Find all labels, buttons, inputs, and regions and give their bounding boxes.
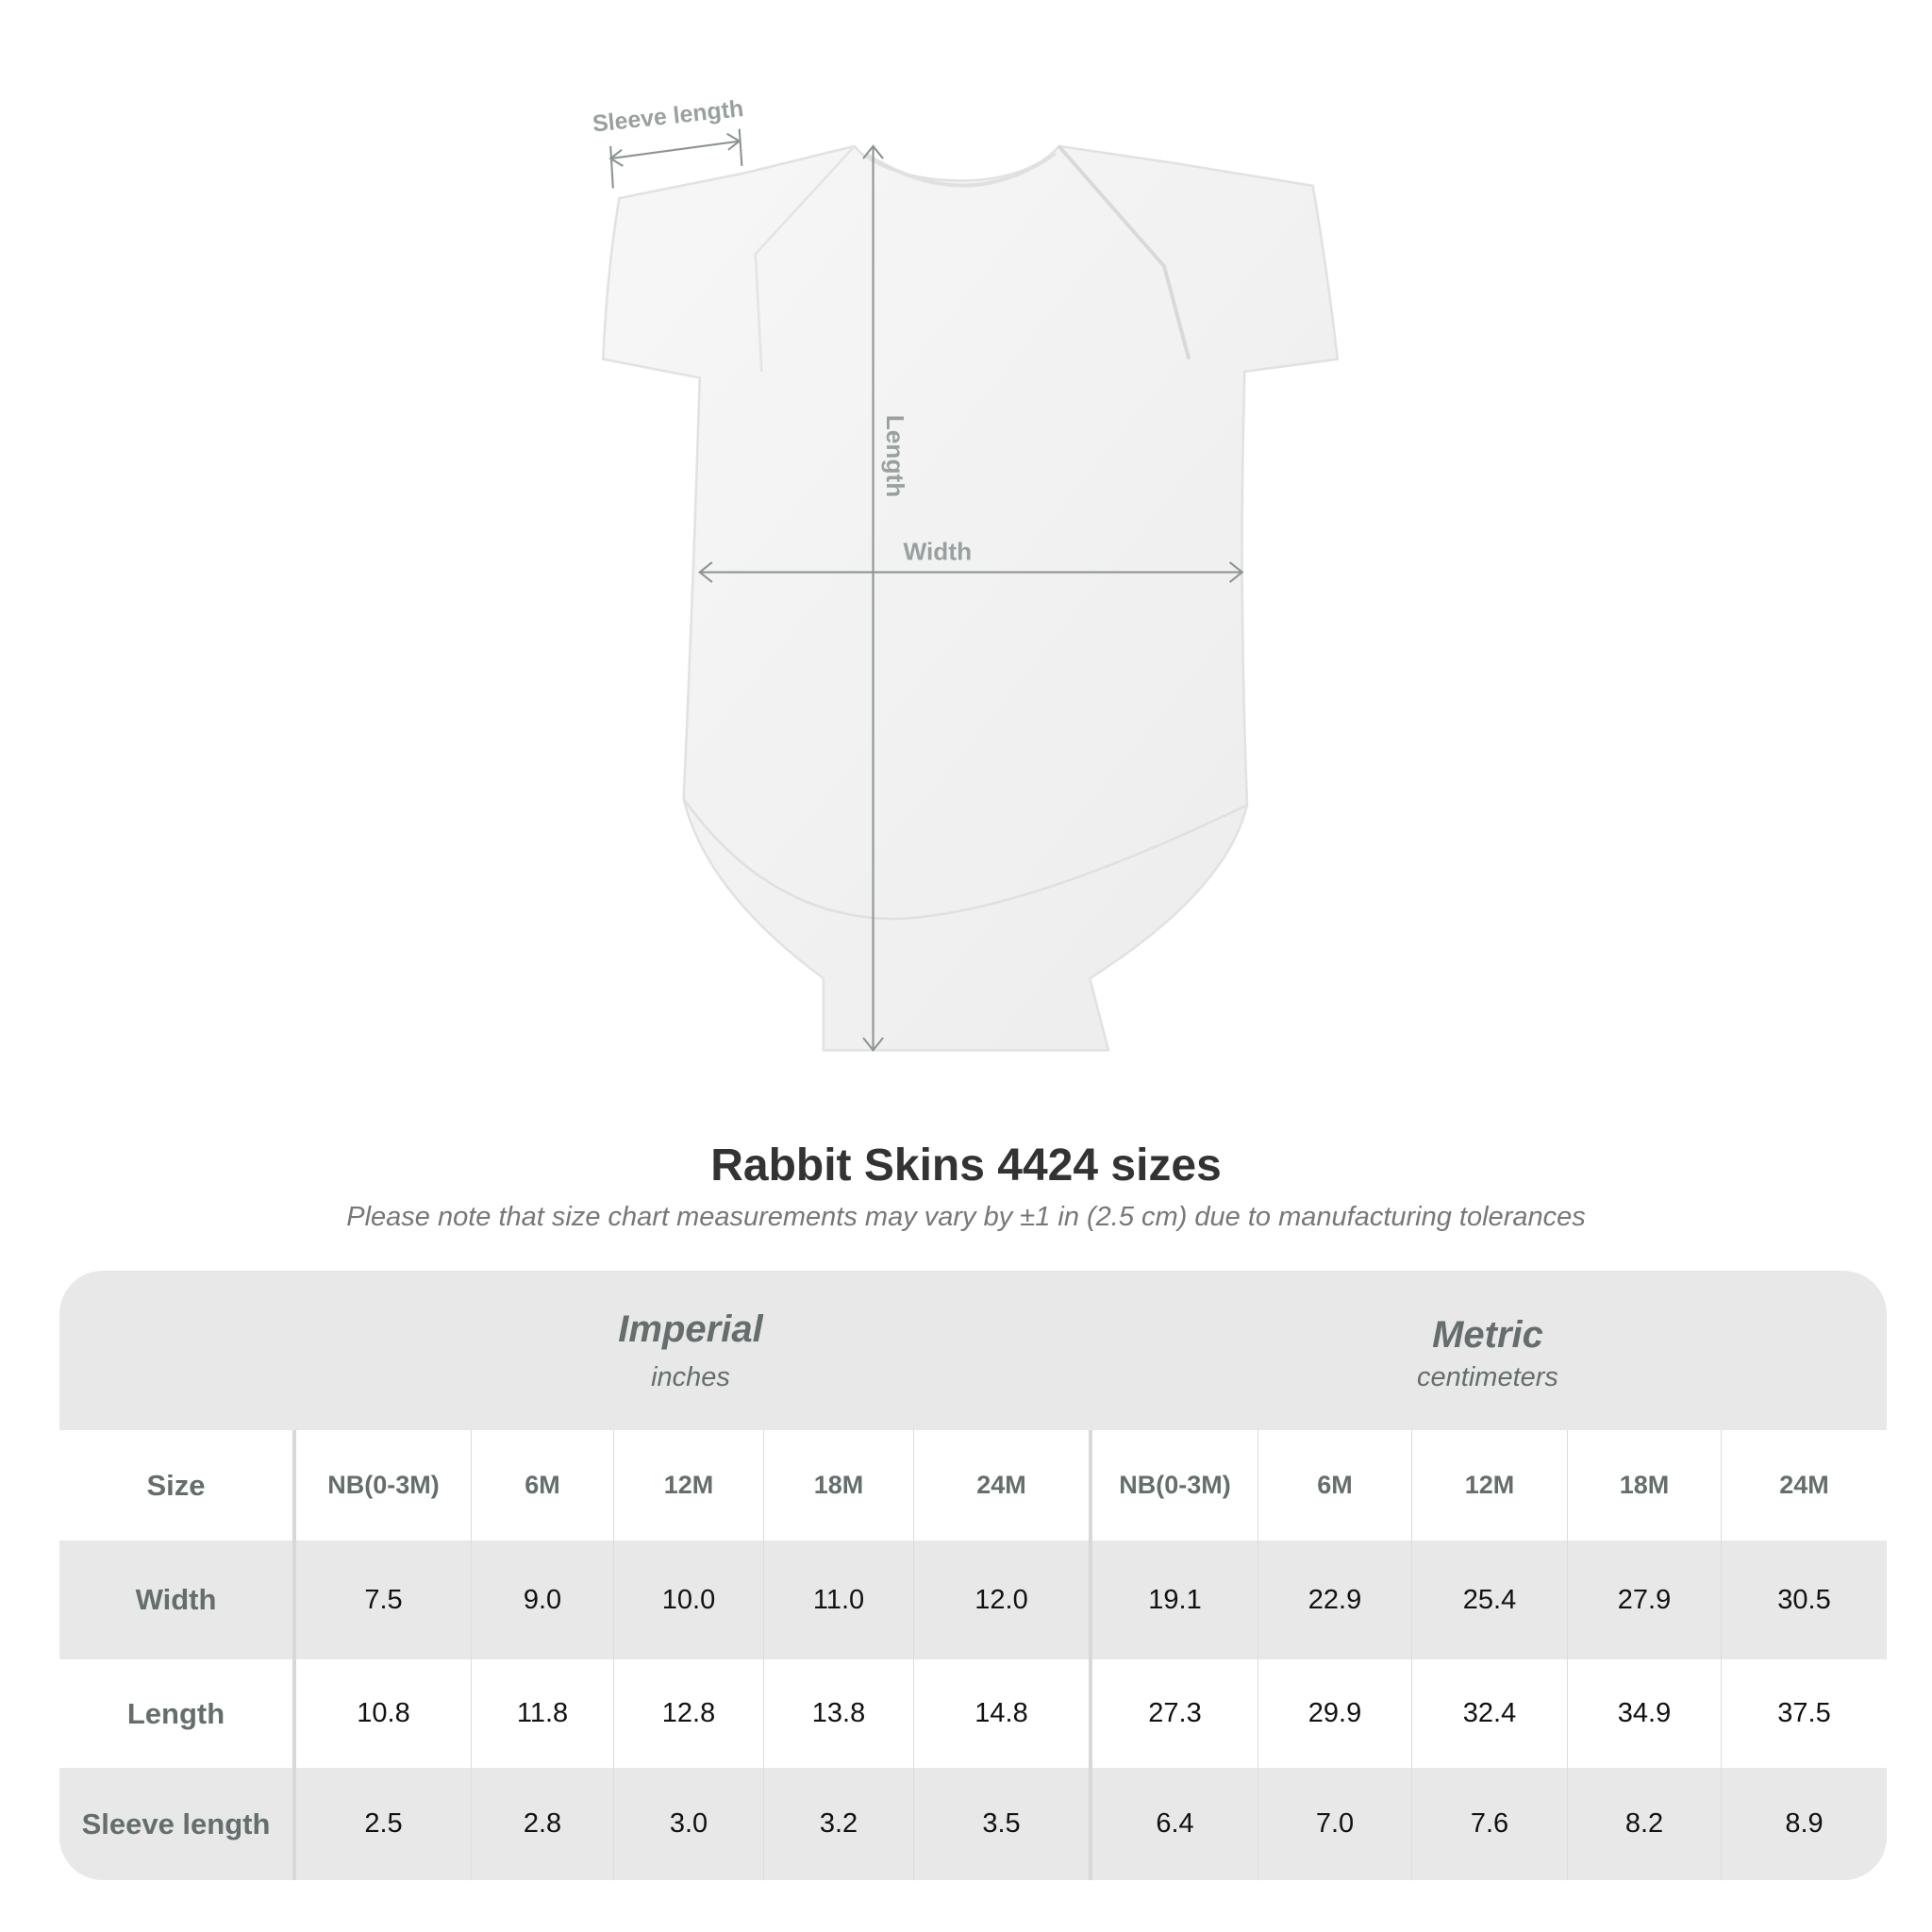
size-header: NB (0-3M): [292, 1430, 471, 1541]
table-cell: 10.8: [292, 1659, 471, 1768]
size-header: 12M: [1411, 1430, 1567, 1541]
size-range: (0-3M): [364, 1471, 440, 1500]
row-label: Length: [126, 1696, 225, 1730]
metric-title: Metric: [1432, 1314, 1543, 1356]
size-name: NB: [327, 1471, 365, 1500]
size-table: Imperial inches Metric centimeters Size N…: [59, 1271, 1887, 1880]
tolerance-note: Please note that size chart measurements…: [346, 1202, 1586, 1232]
table-cell: 25.4: [1411, 1541, 1567, 1659]
imperial-title: Imperial: [618, 1308, 763, 1350]
table-cell: 3.5: [913, 1768, 1089, 1880]
table-cell: 6.4: [1089, 1768, 1257, 1880]
metric-header: Metric centimeters: [1089, 1271, 1887, 1430]
table-cell: 37.5: [1721, 1659, 1887, 1768]
size-label: Size: [146, 1468, 206, 1502]
width-label: Width: [903, 537, 972, 565]
imperial-unit: inches: [651, 1362, 730, 1392]
size-name: 12M: [1464, 1471, 1515, 1500]
length-label: Length: [881, 415, 909, 497]
table-row: Sleeve length 2.5 2.8 3.0 3.2 3.5 6.4 7.0 7.6 8.2…: [59, 1768, 1887, 1880]
table-cell: 30.5: [1721, 1541, 1887, 1659]
size-name: 6M: [525, 1471, 560, 1500]
table-cell: 29.9: [1257, 1659, 1411, 1768]
size-header: 6M: [1257, 1430, 1411, 1541]
table-cell: 32.4: [1411, 1659, 1567, 1768]
table-cell: 7.6: [1411, 1768, 1567, 1880]
onesie-garment: [601, 144, 1340, 1052]
table-cell: 8.9: [1721, 1768, 1887, 1880]
table-cell: 2.8: [471, 1768, 613, 1880]
size-name: 18M: [813, 1471, 864, 1500]
table-cell: 27.3: [1089, 1659, 1257, 1768]
size-header: 12M: [613, 1430, 763, 1541]
size-name: 24M: [976, 1471, 1026, 1500]
size-header: 24M: [1721, 1430, 1887, 1541]
table-cell: 3.2: [763, 1768, 913, 1880]
table-cell: 22.9: [1257, 1541, 1411, 1659]
chart-title: Rabbit Skins 4424 sizes: [710, 1141, 1222, 1191]
table-row: Length 10.8 11.8 12.8 13.8 14.8 27.3 29.9 32.4 34…: [59, 1659, 1887, 1768]
size-name: 12M: [663, 1471, 714, 1500]
row-label: Sleeve length: [81, 1807, 271, 1840]
size-header-row: Size NB (0-3M) 6M 12M 18M 24M NB (0-3M) 6M 12M 18M 2…: [59, 1430, 1887, 1541]
table-cell: 3.0: [613, 1768, 763, 1880]
sleeve-length-label: Sleeve length: [591, 95, 745, 138]
table-cell: 12.8: [613, 1659, 763, 1768]
size-range: (0-3M): [1156, 1471, 1231, 1500]
row-label: Width: [135, 1583, 217, 1616]
table-cell: 34.9: [1567, 1659, 1721, 1768]
size-header: 24M: [913, 1430, 1089, 1541]
metric-unit: centimeters: [1417, 1362, 1558, 1392]
table-cell: 10.0: [613, 1541, 763, 1659]
size-header: NB (0-3M): [1089, 1430, 1257, 1541]
size-header: 6M: [471, 1430, 613, 1541]
table-cell: 27.9: [1567, 1541, 1721, 1659]
table-cell: 8.2: [1567, 1768, 1721, 1880]
size-header: 18M: [1567, 1430, 1721, 1541]
imperial-header: Imperial inches: [292, 1271, 1089, 1430]
table-cell: 7.0: [1257, 1768, 1411, 1880]
measure-lines: [608, 128, 1244, 1052]
table-cell: 11.0: [763, 1541, 913, 1659]
table-cell: 9.0: [471, 1541, 613, 1659]
size-name: NB: [1119, 1471, 1157, 1500]
table-cell: 7.5: [292, 1541, 471, 1659]
table-cell: 19.1: [1089, 1541, 1257, 1659]
table-row: Width 7.5 9.0 10.0 11.0 12.0 19.1 22.9 25.4 27.9 3…: [59, 1541, 1887, 1659]
table-cell: 11.8: [471, 1659, 613, 1768]
table-cell: 14.8: [913, 1659, 1089, 1768]
size-name: 6M: [1317, 1471, 1353, 1500]
size-header: 18M: [763, 1430, 913, 1541]
size-name: 24M: [1779, 1471, 1829, 1500]
table-cell: 2.5: [292, 1768, 471, 1880]
table-cell: 13.8: [763, 1659, 913, 1768]
size-name: 18M: [1619, 1471, 1670, 1500]
table-cell: 12.0: [913, 1541, 1089, 1659]
